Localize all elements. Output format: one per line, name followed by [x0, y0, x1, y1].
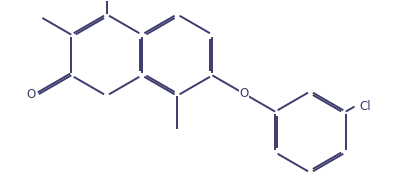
- Text: O: O: [26, 88, 36, 101]
- Text: Cl: Cl: [359, 100, 371, 113]
- Text: O: O: [239, 87, 249, 100]
